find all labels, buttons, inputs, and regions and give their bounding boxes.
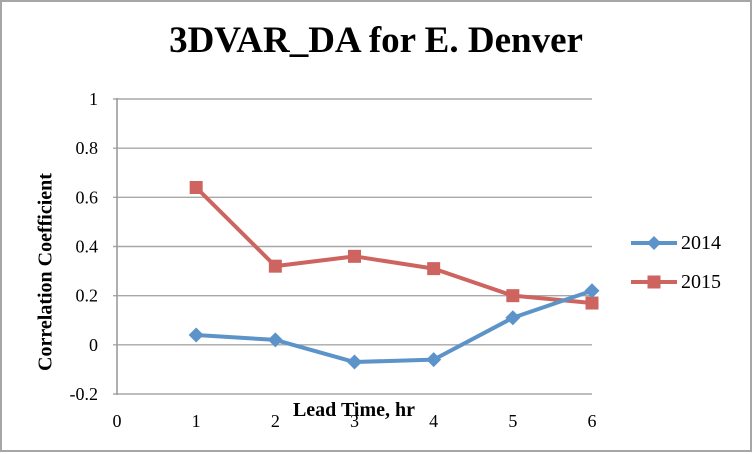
series-2015-line (194, 185, 594, 306)
legend-marker-2015-square-icon (631, 275, 677, 289)
chart-title: 3DVAR_DA for E. Denver (169, 20, 583, 61)
x-tick-label: 0 (113, 411, 122, 431)
y-tick-label: 1 (89, 89, 98, 109)
legend-marker-2014-diamond-icon (631, 236, 677, 250)
data-point-2015-3 (348, 249, 361, 263)
x-tick-label: 5 (508, 411, 517, 431)
y-tick-label: -0.2 (70, 384, 99, 404)
data-point-2014-1 (188, 327, 204, 343)
legend: 2014 2015 (630, 230, 721, 295)
data-point-2014-3 (347, 354, 362, 370)
y-tick-label: 0.4 (76, 237, 99, 257)
data-point-2014-4 (426, 352, 442, 368)
data-point-2015-2 (268, 259, 282, 273)
x-tick-label: 3 (350, 411, 359, 431)
x-tick-label: 4 (429, 411, 438, 431)
y-tick-label: 0.2 (76, 286, 99, 306)
legend-item-2015: 2015 (630, 269, 721, 295)
y-tick-label: 0.8 (76, 138, 99, 158)
data-point-2015-5 (506, 289, 520, 303)
data-point-2014-5 (505, 310, 521, 326)
legend-item-2014: 2014 (630, 230, 721, 256)
data-point-2015-4 (427, 262, 441, 276)
x-tick-label: 1 (192, 411, 201, 431)
y-tick-label: 0 (89, 335, 98, 355)
data-point-2014-2 (267, 332, 283, 348)
data-point-2015-6 (585, 296, 599, 310)
legend-label-2015: 2015 (681, 271, 721, 293)
x-tick-label: 2 (271, 411, 280, 431)
legend-label-2014: 2014 (681, 232, 721, 254)
x-tick-label: 6 (588, 411, 597, 431)
data-point-2015-1 (189, 181, 203, 194)
data-point-2014-6 (584, 283, 600, 299)
x-axis-title: Lead Time, hr (292, 399, 416, 421)
y-tick-label: 0.6 (76, 187, 99, 207)
series-2014-line (194, 288, 594, 365)
